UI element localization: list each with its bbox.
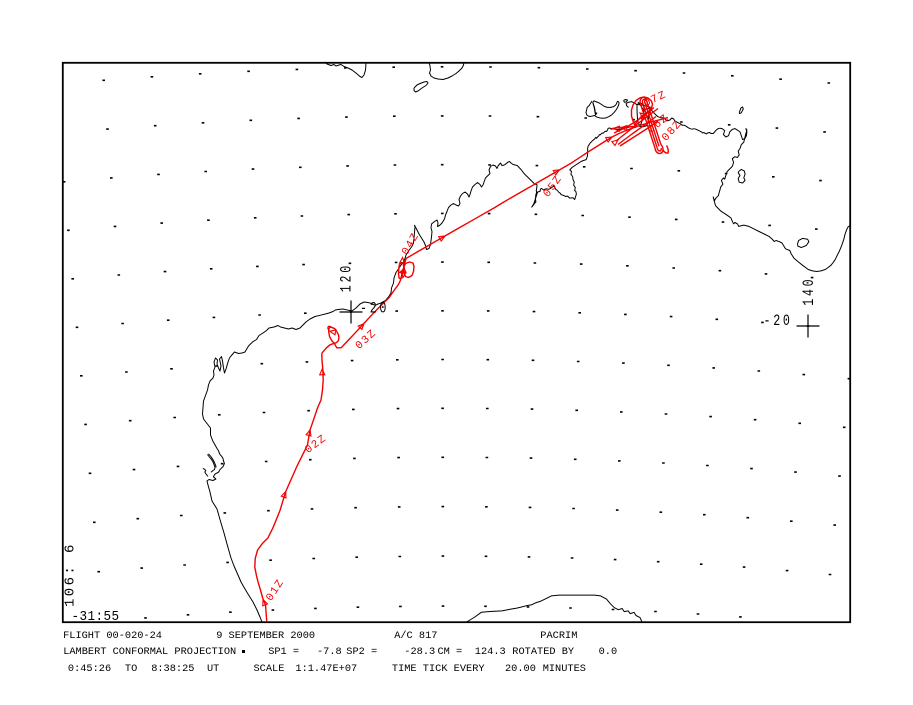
svg-text:120: 120 (338, 263, 356, 292)
svg-text:-31:55: -31:55 (72, 608, 120, 624)
svg-text:106: 6: 106: 6 (63, 542, 79, 607)
svg-text:-20: -20 (764, 312, 793, 330)
svg-text:140: 140 (800, 277, 818, 306)
svg-text:-20: -20 (360, 300, 389, 318)
